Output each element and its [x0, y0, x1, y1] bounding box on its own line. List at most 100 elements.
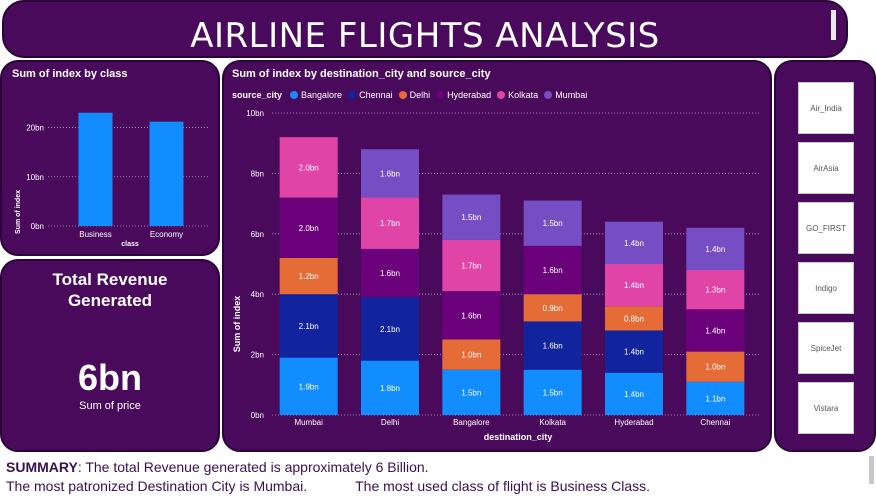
bar-segment-chennai-delhi[interactable] — [686, 351, 745, 382]
bar-segment-label: 1.4bn — [624, 390, 644, 399]
legend-label: Mumbai — [555, 90, 588, 100]
slicer-item-airasia[interactable]: AirAsia — [798, 142, 854, 194]
destination-chart-visual[interactable]: Sum of index by destination_city and sou… — [222, 60, 772, 452]
bar-segment-mumbai-delhi[interactable] — [279, 257, 338, 295]
page-title: AIRLINE FLIGHTS ANALYSIS — [190, 16, 660, 56]
bar-segment-hyderabad-bangalore[interactable] — [605, 372, 663, 415]
bar-segment-hyderabad-delhi[interactable] — [605, 306, 663, 331]
class-chart-visual[interactable]: Sum of index by class Sum of index class… — [0, 60, 220, 256]
legend-dot-icon — [398, 91, 407, 99]
bar-segment-label: 1.6bn — [380, 169, 400, 178]
revenue-title-line1: Total Revenue — [52, 270, 168, 289]
revenue-card-title: Total Revenue Generated — [2, 269, 218, 311]
class-x-tick: Economy — [150, 230, 183, 239]
slicer-item-air-india[interactable]: Air_India — [798, 82, 854, 134]
revenue-title-line2: Generated — [67, 291, 153, 310]
bar-segment-kolkata-bangalore[interactable] — [523, 369, 582, 415]
bar-segment-delhi-hyderabad[interactable] — [361, 248, 419, 298]
bar-segment-label: 1.5bn — [461, 213, 481, 222]
bar-segment-kolkata-mumbai[interactable] — [523, 200, 582, 246]
dest-y-tick: 4bn — [251, 290, 264, 299]
bar-segment-label: 1.3bn — [705, 286, 725, 295]
legend-label: Chennai — [359, 90, 393, 100]
bar-segment-kolkata-delhi[interactable] — [523, 294, 582, 322]
bar-segment-bangalore-mumbai[interactable] — [442, 194, 501, 240]
bar-segment-kolkata-hyderabad[interactable] — [523, 245, 582, 295]
slicer-item-spicejet[interactable]: SpiceJet — [798, 322, 854, 374]
bar-segment-bangalore-bangalore[interactable] — [442, 369, 501, 415]
dest-x-tick: Bangalore — [453, 418, 490, 427]
page-scrollbar[interactable] — [869, 456, 874, 484]
legend-item-hyderabad[interactable]: Hyderabad — [436, 90, 491, 100]
bar-segment-mumbai-chennai[interactable] — [279, 294, 338, 358]
dest-y-tick: 2bn — [251, 351, 264, 360]
bar-segment-bangalore-delhi[interactable] — [442, 339, 501, 370]
bar-segment-mumbai-bangalore[interactable] — [279, 357, 338, 415]
class-bar-business[interactable] — [78, 112, 113, 226]
class-chart[interactable]: Sum of index class 0bn 10bn 20bn Business Ec… — [2, 62, 218, 254]
legend-item-chennai[interactable]: Chennai — [348, 90, 393, 100]
dest-y-tick: 6bn — [251, 230, 264, 239]
bar-segment-label: 0.9bn — [543, 304, 563, 313]
bar-segment-hyderabad-mumbai[interactable] — [605, 221, 663, 264]
legend-item-mumbai[interactable]: Mumbai — [544, 90, 587, 100]
class-y-axis-title: Sum of index — [15, 190, 22, 234]
bar-segment-chennai-kolkata[interactable] — [686, 270, 745, 310]
class-bar-economy[interactable] — [149, 121, 184, 226]
legend-item-delhi[interactable]: Delhi — [398, 90, 431, 100]
bar-segment-mumbai-hyderabad[interactable] — [279, 197, 338, 258]
bar-segment-label: 2.0bn — [299, 163, 319, 172]
legend-item-kolkata[interactable]: Kolkata — [497, 90, 538, 100]
bar-segment-delhi-kolkata[interactable] — [361, 197, 419, 249]
dest-x-tick: Delhi — [381, 418, 399, 427]
summary-line1: : The total Revenue generated is approxi… — [77, 459, 429, 475]
bar-segment-label: 2.1bn — [380, 325, 400, 334]
bar-segment-label: 1.6bn — [543, 266, 563, 275]
bar-segment-delhi-chennai[interactable] — [361, 297, 419, 361]
bar-segment-delhi-bangalore[interactable] — [361, 360, 419, 415]
scrollbar[interactable] — [831, 10, 836, 40]
bar-segment-bangalore-kolkata[interactable] — [442, 239, 501, 292]
legend-dot-icon — [348, 91, 357, 99]
legend-dot-icon — [544, 91, 553, 99]
legend-item-bangalore[interactable]: Bangalore — [290, 90, 342, 100]
bar-segment-chennai-mumbai[interactable] — [686, 227, 745, 271]
bar-segment-delhi-mumbai[interactable] — [361, 149, 419, 198]
revenue-card[interactable]: Total Revenue Generated 6bn Sum of price — [0, 259, 220, 452]
dest-y-tick: 0bn — [251, 411, 264, 420]
bar-segment-kolkata-chennai[interactable] — [523, 321, 582, 370]
class-y-tick: 0bn — [31, 222, 44, 231]
class-y-tick: 10bn — [26, 173, 44, 182]
slicer-item-go-first[interactable]: GO_FIRST — [798, 202, 854, 254]
destination-chart[interactable]: Sum of index destination_city 0bn 2bn 4bn 6… — [224, 62, 770, 450]
dest-x-tick: Hyderabad — [614, 418, 653, 427]
dest-y-tick: 10bn — [246, 109, 264, 118]
bar-segment-label: 1.4bn — [705, 326, 725, 335]
bar-segment-hyderabad-kolkata[interactable] — [605, 264, 663, 307]
slicer-item-indigo[interactable]: Indigo — [798, 262, 854, 314]
bar-segment-label: 1.5bn — [543, 388, 563, 397]
bar-segment-chennai-bangalore[interactable] — [686, 381, 745, 415]
bar-segment-mumbai-kolkata[interactable] — [279, 137, 338, 198]
bar-segment-label: 1.5bn — [461, 388, 481, 397]
bar-segment-bangalore-hyderabad[interactable] — [442, 291, 501, 340]
dest-y-tick: 8bn — [251, 169, 264, 178]
bar-segment-label: 1.4bn — [624, 281, 644, 290]
slicer-item-vistara[interactable]: Vistara — [798, 382, 854, 434]
legend-label: Bangalore — [301, 90, 343, 100]
bar-segment-hyderabad-chennai[interactable] — [605, 330, 663, 373]
bar-segment-label: 1.4bn — [705, 245, 725, 254]
legend-dot-icon — [436, 91, 445, 99]
dest-x-tick: Mumbai — [294, 418, 323, 427]
class-x-axis-title: class — [121, 241, 139, 248]
summary-label: SUMMARY — [6, 459, 78, 475]
dest-y-axis-title: Sum of index — [232, 296, 242, 353]
bar-segment-chennai-hyderabad[interactable] — [686, 309, 745, 352]
dest-x-axis-title: destination_city — [484, 432, 553, 442]
bar-segment-label: 1.0bn — [461, 351, 481, 360]
airline-slicer[interactable]: Air_India AirAsia GO_FIRST Indigo SpiceJet Vi… — [774, 60, 876, 452]
bar-segment-label: 1.6bn — [461, 311, 481, 320]
bar-segment-label: 1.2bn — [299, 272, 319, 281]
bar-segment-label: 1.6bn — [380, 269, 400, 278]
legend-label: Delhi — [409, 90, 431, 100]
